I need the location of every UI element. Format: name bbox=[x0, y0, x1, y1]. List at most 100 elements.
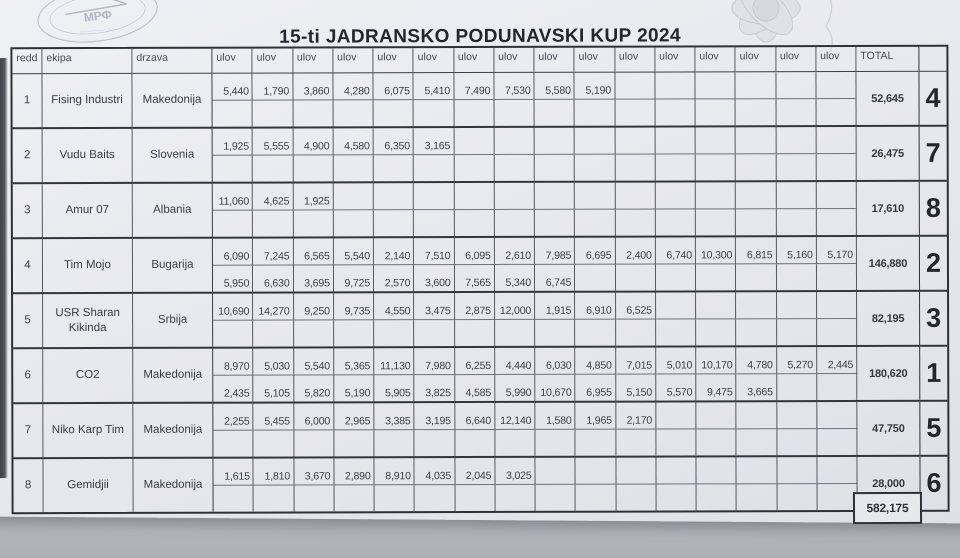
catch-cell: 4,280 bbox=[333, 73, 374, 100]
catch-cell bbox=[414, 429, 455, 457]
catch-cell: 7,980 bbox=[414, 348, 455, 375]
catch-cell: 5,555 bbox=[252, 128, 294, 156]
catch-cell bbox=[333, 154, 374, 182]
catch-cell bbox=[373, 154, 414, 182]
catch-cells: 5,440 1,790 3,860 4,280 6,075 5,410 7,490 7,530… bbox=[212, 72, 857, 127]
catch-cell: 3,025 bbox=[495, 457, 536, 485]
catch-cell bbox=[695, 127, 736, 154]
cell-redd: 3 bbox=[12, 184, 43, 238]
catch-cell: 2,435 bbox=[213, 375, 254, 402]
catch-cell bbox=[777, 483, 818, 511]
catch-cell bbox=[495, 484, 536, 511]
catch-cell bbox=[294, 484, 335, 512]
catch-cell: 12,140 bbox=[495, 402, 536, 430]
cell-redd: 1 bbox=[12, 74, 43, 128]
catch-cell bbox=[655, 127, 696, 155]
catch-cell bbox=[454, 127, 495, 155]
col-header-ulov: ulov bbox=[252, 48, 293, 73]
catch-cell: 5,410 bbox=[413, 73, 455, 100]
catch-cell bbox=[816, 292, 858, 319]
catch-cell: 5,570 bbox=[655, 373, 697, 401]
catch-cell bbox=[695, 208, 737, 236]
catch-cell bbox=[535, 319, 576, 346]
table-row: 2 Vudu Baits Slovenia 1,925 5,555 4,900 4,580 6… bbox=[12, 126, 947, 185]
catch-cell bbox=[534, 154, 575, 181]
catch-cell bbox=[655, 182, 696, 210]
catch-cell: 3,600 bbox=[414, 264, 455, 292]
catch-cell bbox=[494, 182, 535, 210]
catch-cell bbox=[655, 98, 696, 126]
cell-rank: 6 bbox=[926, 467, 942, 498]
catch-cell: 2,140 bbox=[373, 238, 415, 265]
cell-redd: 7 bbox=[13, 404, 44, 458]
catch-cell bbox=[615, 182, 656, 210]
catch-cell bbox=[776, 428, 818, 456]
catch-cell: 5,365 bbox=[333, 348, 375, 375]
cell-rank: 8 bbox=[925, 192, 941, 223]
catch-cell bbox=[333, 209, 374, 237]
catch-cell bbox=[655, 263, 697, 291]
catch-cell bbox=[253, 209, 294, 237]
catch-cell: 5,105 bbox=[253, 374, 294, 402]
catch-cell: 1,580 bbox=[535, 402, 576, 430]
catch-cell bbox=[735, 98, 777, 126]
catch-cell bbox=[373, 99, 414, 127]
catch-cell: 6,640 bbox=[454, 402, 496, 430]
table-row: 1 Fising Industri Makedonija 5,440 1,790 3,86… bbox=[12, 71, 947, 130]
table-row: 7 Niko Karp Tim Makedonija 2,255 5,455 6,000 2… bbox=[13, 401, 948, 460]
catch-cell: 5,440 bbox=[212, 73, 253, 101]
catch-cell: 6,815 bbox=[736, 237, 777, 264]
cell-drzava: Makedonija bbox=[132, 73, 213, 127]
catch-cell bbox=[655, 318, 697, 346]
catch-cell bbox=[413, 154, 455, 182]
cell-ekipa: USR Sharan Kikinda bbox=[43, 293, 134, 348]
catch-cell bbox=[616, 484, 657, 511]
catch-cell: 2,255 bbox=[213, 403, 254, 431]
catch-cell bbox=[816, 318, 858, 346]
catch-cell bbox=[817, 428, 858, 456]
cell-rank: 3 bbox=[926, 302, 942, 333]
col-header-ulov: ulov bbox=[655, 47, 696, 72]
catch-cell bbox=[776, 182, 817, 209]
catch-cell bbox=[454, 209, 495, 237]
catch-cell: 7,490 bbox=[453, 72, 495, 100]
catch-cell bbox=[574, 182, 616, 210]
cell-redd: 5 bbox=[13, 294, 44, 348]
catch-cell bbox=[614, 72, 656, 100]
catch-cell: 4,780 bbox=[736, 347, 777, 374]
catch-cell bbox=[615, 99, 656, 126]
catch-cell: 6,740 bbox=[655, 237, 696, 265]
catch-cell bbox=[535, 457, 576, 485]
catch-cell bbox=[414, 209, 455, 237]
catch-cell bbox=[656, 428, 697, 456]
catch-cell: 12,000 bbox=[494, 292, 536, 320]
cell-total: 52,645 bbox=[856, 71, 920, 126]
catch-cell: 3,165 bbox=[413, 128, 455, 155]
catch-cell bbox=[816, 127, 857, 154]
catch-cell bbox=[615, 209, 656, 236]
catch-cell: 2,890 bbox=[334, 458, 375, 485]
col-header-ulov: ulov bbox=[695, 47, 736, 72]
catch-cell: 10,690 bbox=[213, 293, 254, 321]
catch-cell bbox=[816, 373, 858, 401]
catch-cell bbox=[736, 402, 777, 429]
catch-cell bbox=[776, 98, 817, 126]
catch-cell: 9,250 bbox=[293, 293, 334, 320]
catch-cell: 10,670 bbox=[535, 374, 576, 401]
catch-cell bbox=[816, 98, 857, 126]
catch-cell bbox=[293, 99, 334, 127]
catch-cell bbox=[816, 72, 857, 99]
cell-drzava: Makedonija bbox=[133, 403, 214, 457]
catch-cell: 10,170 bbox=[696, 347, 737, 374]
catch-cell: 6,090 bbox=[212, 238, 254, 266]
catch-cell: 10,300 bbox=[695, 237, 737, 264]
catch-cell: 7,510 bbox=[414, 238, 455, 265]
catch-cell: 9,475 bbox=[696, 373, 737, 401]
catch-cell: 5,160 bbox=[776, 237, 817, 264]
catch-cell bbox=[455, 484, 496, 512]
catch-cell: 3,860 bbox=[292, 73, 334, 100]
catch-cell: 6,745 bbox=[534, 264, 576, 291]
catch-cell: 2,610 bbox=[494, 237, 535, 265]
catch-cell bbox=[494, 154, 535, 181]
catch-cell bbox=[696, 483, 737, 511]
